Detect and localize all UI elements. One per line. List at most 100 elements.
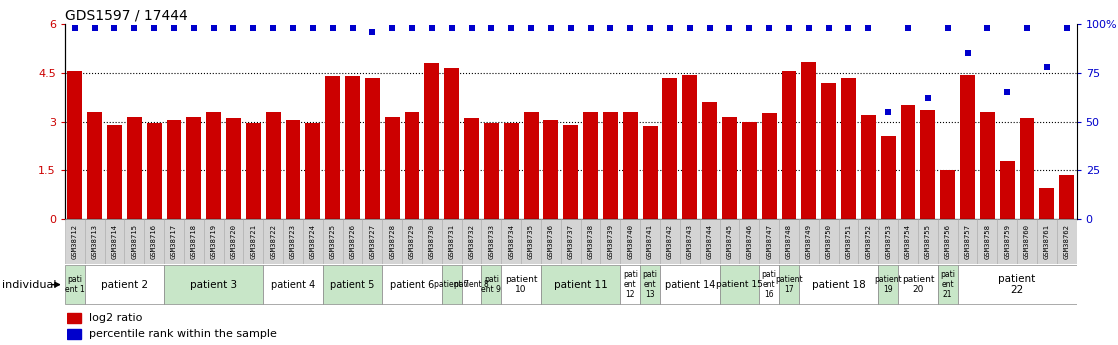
Text: GSM38754: GSM38754 <box>904 224 911 259</box>
FancyBboxPatch shape <box>898 265 938 305</box>
Bar <box>67 313 82 323</box>
Point <box>245 25 263 31</box>
Bar <box>226 118 240 219</box>
FancyBboxPatch shape <box>283 219 303 264</box>
Bar <box>682 75 698 219</box>
Text: GSM38733: GSM38733 <box>489 224 494 259</box>
Bar <box>484 123 499 219</box>
Text: GSM38761: GSM38761 <box>1044 224 1050 259</box>
Text: patient 4: patient 4 <box>271 280 315 289</box>
Text: GSM38745: GSM38745 <box>727 224 732 259</box>
Text: patient 14: patient 14 <box>664 280 714 289</box>
Text: GSM38762: GSM38762 <box>1063 224 1070 259</box>
FancyBboxPatch shape <box>620 265 641 305</box>
Point <box>681 25 699 31</box>
Bar <box>960 75 975 219</box>
FancyBboxPatch shape <box>779 219 799 264</box>
FancyBboxPatch shape <box>303 219 323 264</box>
Bar <box>126 117 142 219</box>
Text: GSM38751: GSM38751 <box>845 224 852 259</box>
FancyBboxPatch shape <box>442 265 462 305</box>
Text: GSM38734: GSM38734 <box>509 224 514 259</box>
Text: GSM38755: GSM38755 <box>925 224 931 259</box>
Point <box>1018 25 1036 31</box>
Text: GSM38726: GSM38726 <box>350 224 356 259</box>
FancyBboxPatch shape <box>561 219 580 264</box>
Text: GSM38727: GSM38727 <box>369 224 376 259</box>
Point <box>463 25 481 31</box>
Text: pati
ent
16: pati ent 16 <box>761 270 777 299</box>
Point <box>939 25 957 31</box>
FancyBboxPatch shape <box>362 219 382 264</box>
FancyBboxPatch shape <box>799 219 818 264</box>
Bar <box>364 78 380 219</box>
FancyBboxPatch shape <box>641 219 660 264</box>
FancyBboxPatch shape <box>958 265 1077 305</box>
FancyBboxPatch shape <box>323 265 382 305</box>
Text: pati
ent 1: pati ent 1 <box>65 275 85 294</box>
Text: pati
ent
13: pati ent 13 <box>643 270 657 299</box>
Bar <box>901 105 916 219</box>
FancyBboxPatch shape <box>660 265 720 305</box>
Text: pati
ent
12: pati ent 12 <box>623 270 637 299</box>
Text: GSM38718: GSM38718 <box>191 224 197 259</box>
Bar <box>1020 118 1034 219</box>
Text: GSM38747: GSM38747 <box>766 224 773 259</box>
Text: patient 11: patient 11 <box>553 280 607 289</box>
FancyBboxPatch shape <box>521 219 541 264</box>
Text: patient
17: patient 17 <box>775 275 803 294</box>
Point <box>522 25 540 31</box>
FancyBboxPatch shape <box>85 265 164 305</box>
FancyBboxPatch shape <box>818 219 838 264</box>
FancyBboxPatch shape <box>462 219 482 264</box>
Bar <box>385 117 399 219</box>
Bar <box>761 114 777 219</box>
Bar <box>584 112 598 219</box>
Bar <box>1040 188 1054 219</box>
Text: GSM38722: GSM38722 <box>271 224 276 259</box>
Point <box>284 25 302 31</box>
Text: GSM38748: GSM38748 <box>786 224 792 259</box>
FancyBboxPatch shape <box>720 265 759 305</box>
Point <box>542 25 560 31</box>
Point <box>1038 64 1055 70</box>
Point <box>819 25 837 31</box>
FancyBboxPatch shape <box>382 219 402 264</box>
Text: GSM38736: GSM38736 <box>548 224 553 259</box>
Text: pati
ent 9: pati ent 9 <box>482 275 501 294</box>
Point <box>720 25 738 31</box>
Bar <box>861 115 875 219</box>
Point <box>165 25 183 31</box>
Point <box>562 25 580 31</box>
Point <box>184 25 202 31</box>
Bar <box>563 125 578 219</box>
Point <box>601 25 619 31</box>
Text: GSM38731: GSM38731 <box>448 224 455 259</box>
Bar <box>464 118 479 219</box>
Point <box>205 25 222 31</box>
Point <box>324 25 342 31</box>
FancyBboxPatch shape <box>859 219 879 264</box>
FancyBboxPatch shape <box>164 265 263 305</box>
FancyBboxPatch shape <box>759 265 779 305</box>
Text: GSM38759: GSM38759 <box>1004 224 1011 259</box>
Text: GSM38740: GSM38740 <box>627 224 633 259</box>
Point <box>105 25 123 31</box>
Text: patient 2: patient 2 <box>101 280 148 289</box>
Point <box>443 25 461 31</box>
Text: percentile rank within the sample: percentile rank within the sample <box>89 329 277 339</box>
Bar <box>881 136 896 219</box>
Text: GSM38760: GSM38760 <box>1024 224 1030 259</box>
Text: patient 15: patient 15 <box>716 280 762 289</box>
Bar <box>722 117 737 219</box>
Point <box>899 25 917 31</box>
Bar <box>543 120 558 219</box>
Point <box>66 25 84 31</box>
Bar <box>107 125 122 219</box>
Bar <box>623 112 637 219</box>
Text: GSM38712: GSM38712 <box>72 224 78 259</box>
Bar <box>67 71 83 219</box>
Point <box>383 25 401 31</box>
Bar <box>167 120 181 219</box>
Text: GSM38738: GSM38738 <box>588 224 594 259</box>
